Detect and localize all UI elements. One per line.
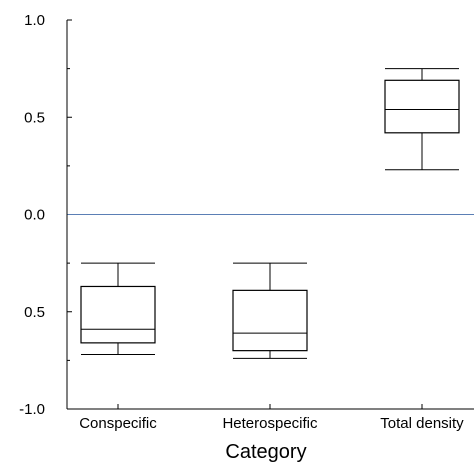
y-tick-label: 0.5 (24, 304, 45, 321)
interquartile-box (232, 289, 308, 352)
x-axis-title: Category (225, 441, 306, 463)
box-conspecific (80, 262, 156, 356)
y-tick-label: -1.0 (19, 401, 45, 418)
box-total-density (384, 68, 460, 171)
y-tick-label: 0.0 (24, 207, 45, 224)
x-axis-category-labels: Conspecific Heterospecific Total density (79, 404, 464, 432)
interquartile-box (384, 79, 460, 134)
x-category-label: Conspecific (79, 415, 157, 432)
y-tick-label: 0.5 (24, 109, 45, 126)
interquartile-box (80, 285, 156, 344)
boxes-layer (80, 68, 460, 359)
y-tick-label: 1.0 (24, 12, 45, 29)
box-heterospecific (232, 262, 308, 359)
x-category-label: Heterospecific (222, 415, 318, 432)
x-category-label: Total density (380, 415, 464, 432)
y-axis-ticks: 1.0 0.5 0.0 0.5 -1.0 (19, 12, 72, 418)
